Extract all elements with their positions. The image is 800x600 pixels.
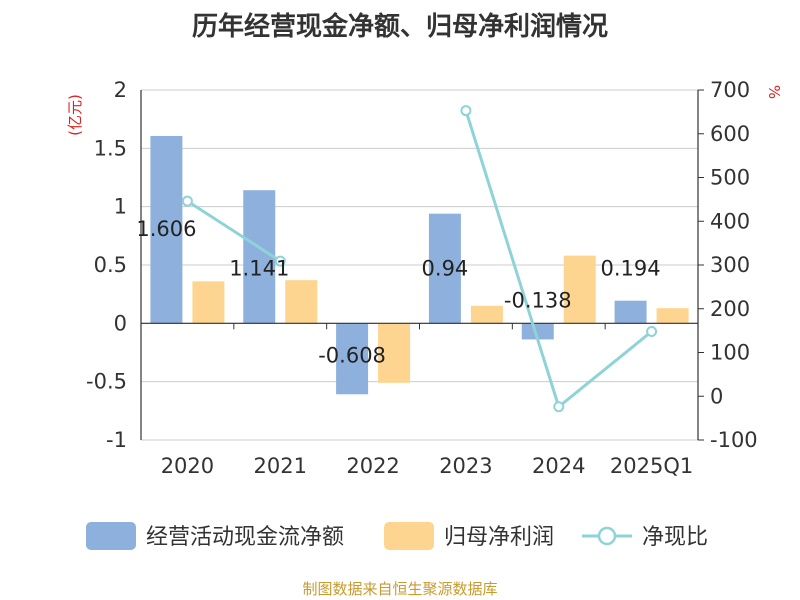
cash-flow-label: 0.194 [601,256,661,280]
cash-flow-bar [336,323,369,395]
ratio-line [186,199,282,263]
left-tick-label: 0.5 [94,253,127,277]
x-tick-label: 2020 [161,454,214,478]
right-tick-label: 600 [710,122,750,146]
x-tick-label: 2025Q1 [610,454,693,478]
net-profit-bar [192,281,225,324]
left-tick-label: -0.5 [86,370,127,394]
left-tick-label: 1.5 [94,136,127,160]
cash-flow-label: -0.608 [318,343,386,367]
net-profit-bar [563,255,596,324]
data-labels: 1.606 1.141 -0.608 0.94 -0.138 0.194 [136,217,660,367]
net-profit-bar [656,308,689,324]
legend: 经营活动现金流净额 归母净利润 净现比 [86,522,708,550]
left-axis-unit: (亿元) [66,94,84,136]
cash-flow-label: -0.138 [504,288,572,312]
legend-swatch-cash [86,522,136,550]
right-tick-label: 500 [710,166,750,190]
cash-flow-label: 1.606 [136,217,196,241]
legend-label-profit: 归母净利润 [444,525,554,550]
cash-flow-bar [521,323,554,340]
left-tick-label: 2 [114,78,127,102]
x-tick-label: 2023 [439,454,492,478]
gridlines [141,89,698,441]
cash-flow-bar [428,213,461,324]
right-tick-label: -100 [710,428,758,452]
right-tick-label: 300 [710,253,750,277]
net-profit-bar [378,323,411,383]
x-tick-label: 2021 [254,454,307,478]
chart-title: 历年经营现金净额、归母净利润情况 [191,12,608,42]
left-tick-label: 1 [114,195,127,219]
source-note: 制图数据来自恒生聚源数据库 [302,580,498,598]
cash-flow-bar [243,190,276,324]
ratio-line-series [181,105,658,413]
ratio-point [460,105,472,117]
ratio-point [553,401,565,413]
legend-marker-ratio [597,526,617,546]
right-tick-label: 200 [710,297,750,321]
right-tick-label: 100 [710,341,750,365]
right-axis-unit: % [765,85,783,99]
cash-flow-label: 1.141 [229,256,289,280]
ratio-point [181,195,193,207]
bar-series [150,135,689,395]
right-tick-label: 0 [710,384,723,408]
legend-swatch-profit [384,522,434,550]
right-tick-label: 400 [710,209,750,233]
cash-flow-label: 0.94 [422,256,469,280]
axes: 2 1.5 1 0.5 0 -0.5 -1 700 600 500 400 300 200 100 0 -10… [66,78,783,478]
ratio-point [646,326,658,337]
x-tick-label: 2024 [532,454,585,478]
legend-label-cash: 经营活动现金流净额 [146,525,344,550]
ratio-point [274,255,286,267]
net-profit-bar [285,280,318,324]
legend-label-ratio: 净现比 [642,525,708,550]
cash-flow-bar [614,300,647,324]
cash-flow-bar [150,135,183,324]
right-tick-label: 700 [710,78,750,102]
left-tick-label: 0 [114,311,127,335]
net-profit-bar [470,305,503,324]
left-tick-label: -1 [106,428,127,452]
x-tick-label: 2022 [346,454,399,478]
